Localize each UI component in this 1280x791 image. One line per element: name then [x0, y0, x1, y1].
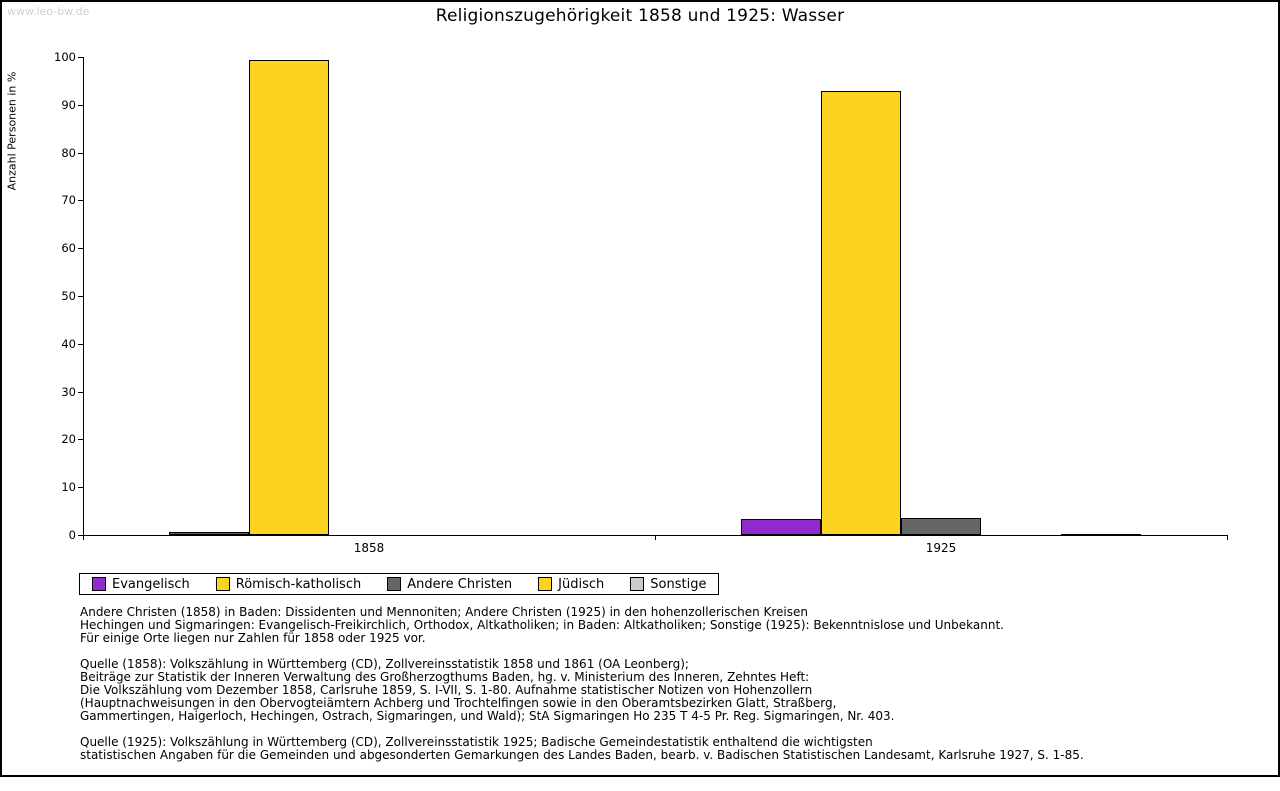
y-tick-label: 100: [54, 50, 76, 64]
chart-title: Religionszugehörigkeit 1858 und 1925: Wa…: [435, 6, 845, 26]
bar-1858-Evangelisch: [169, 532, 249, 535]
x-tick: [83, 536, 84, 540]
note-paragraph: Andere Christen (1858) in Baden: Disside…: [80, 606, 1084, 645]
legend-item-Römisch-katholisch: Römisch-katholisch: [215, 576, 362, 592]
legend-label: Römisch-katholisch: [235, 576, 362, 592]
legend-swatch: [538, 577, 553, 591]
y-tick-label: 70: [61, 193, 76, 208]
bar-1925-Sonstige: [1061, 534, 1141, 536]
y-tick-label: 90: [61, 97, 76, 112]
note-paragraph: Quelle (1925): Volkszählung in Württembe…: [80, 736, 1084, 762]
legend-label: Evangelisch: [112, 576, 190, 592]
bar-1858-Römisch-katholisch: [249, 60, 329, 535]
y-tick: [78, 535, 83, 536]
legend-item-Sonstige: Sonstige: [630, 577, 706, 592]
x-category-label: 1925: [925, 541, 957, 555]
y-tick: [78, 296, 83, 297]
legend-swatch: [630, 577, 645, 591]
legend-swatch: [387, 577, 402, 591]
note-line: Die Volkszählung vom Dezember 1858, Carl…: [80, 683, 813, 697]
note-line: Andere Christen (1858) in Baden: Disside…: [80, 605, 808, 619]
y-tick: [78, 104, 83, 106]
legend-item-Andere Christen: Andere Christen: [387, 577, 512, 592]
y-tick: [78, 57, 83, 58]
y-axis: [83, 57, 84, 536]
x-tick: [1227, 536, 1228, 540]
y-tick: [78, 248, 83, 250]
y-tick-label: 10: [61, 480, 76, 495]
bar-1925-Römisch-katholisch: [821, 91, 901, 535]
y-tick: [78, 487, 83, 489]
y-tick-label: 0: [68, 528, 76, 542]
watermark: www.leo-bw.de: [7, 5, 90, 18]
y-tick: [78, 152, 83, 154]
legend-swatch: [215, 577, 230, 591]
y-tick: [78, 200, 83, 202]
y-tick-label: 20: [61, 432, 76, 447]
y-tick: [78, 391, 83, 393]
x-axis: [83, 535, 1228, 536]
note-line: Quelle (1925): Volkszählung in Württembe…: [80, 735, 873, 749]
y-tick-label: 30: [61, 384, 76, 399]
legend-item-Jüdisch: Jüdisch: [538, 577, 604, 592]
legend-label: Andere Christen: [407, 576, 513, 592]
legend-label: Jüdisch: [558, 576, 605, 592]
note-line: statistischen Angaben für die Gemeinden …: [80, 748, 1084, 762]
legend-swatch: [92, 577, 106, 591]
notes: Andere Christen (1858) in Baden: Disside…: [80, 606, 1084, 775]
x-category-label: 1858: [353, 541, 385, 555]
y-tick-label: 40: [61, 336, 76, 351]
note-line: Quelle (1858): Volkszählung in Württembe…: [80, 657, 689, 671]
note-line: (Hauptnachweisungen in den Obervogteiämt…: [80, 696, 837, 710]
note-line: Für einige Orte liegen nur Zahlen für 18…: [80, 631, 426, 645]
y-tick: [78, 343, 83, 345]
note-line: Gammertingen, Haigerloch, Hechingen, Ost…: [80, 709, 895, 723]
legend-item-Evangelisch: Evangelisch: [92, 577, 190, 592]
y-tick: [78, 439, 83, 441]
legend: Evangelisch Römisch-katholisch Andere Chri…: [79, 573, 720, 595]
x-tick: [655, 536, 656, 540]
legend-label: Sonstige: [650, 576, 707, 592]
note-paragraph: Quelle (1858): Volkszählung in Württembe…: [80, 658, 1084, 723]
y-tick-label: 60: [61, 241, 76, 256]
bar-1925-Evangelisch: [741, 519, 821, 535]
y-tick-label: 50: [61, 289, 76, 303]
note-line: Hechingen und Sigmaringen: Evangelisch-F…: [80, 618, 1004, 632]
note-line: Beiträge zur Statistik der Inneren Verwa…: [80, 670, 810, 684]
y-tick-label: 80: [61, 145, 76, 160]
bar-1925-Andere Christen: [901, 518, 981, 535]
